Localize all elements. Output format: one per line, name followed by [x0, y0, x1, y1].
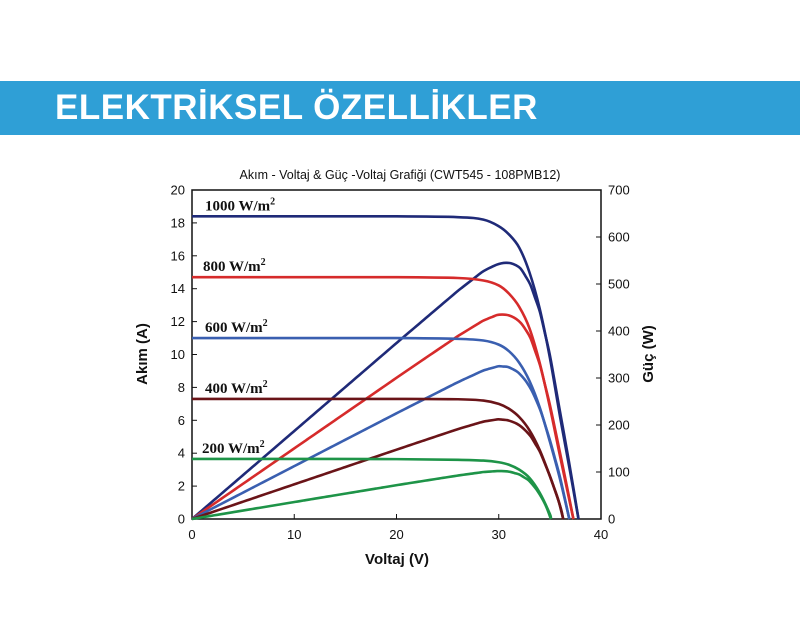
- x-tick-label: 30: [492, 527, 506, 542]
- x-tick-label: 40: [594, 527, 608, 542]
- y-tick-label: 12: [171, 314, 185, 329]
- iv-curve: [191, 336, 571, 520]
- pv-curve: [191, 313, 575, 521]
- irradiance-label-text: 200 W/m: [202, 441, 260, 457]
- y-tick-label: 8: [178, 380, 185, 395]
- y2-tick-label: 300: [608, 371, 630, 386]
- chart-title: Akım - Voltaj & Güç -Voltaj Grafiği (CWT…: [240, 168, 561, 182]
- irradiance-label-sup: 2: [263, 318, 268, 329]
- pv-curve: [191, 364, 571, 521]
- y2-tick-label: 400: [608, 324, 630, 339]
- irradiance-label-sup: 2: [260, 439, 265, 450]
- irradiance-label: 200 W/m2: [202, 439, 265, 457]
- irradiance-label-text: 1000 W/m: [205, 198, 271, 214]
- irradiance-label-text: 400 W/m: [205, 381, 263, 397]
- y-tick-label: 6: [178, 413, 185, 428]
- irradiance-label-text: 600 W/m: [205, 320, 263, 336]
- section-header-banner: ELEKTRİKSEL ÖZELLİKLER: [0, 81, 800, 135]
- y-tick-label: 14: [171, 281, 185, 296]
- y-tick-label: 4: [178, 446, 185, 461]
- y-tick-label: 2: [178, 479, 185, 494]
- y2-axis-title: Güç (W): [640, 325, 657, 383]
- y2-tick-label: 600: [608, 230, 630, 245]
- x-axis-title: Voltaj (V): [365, 551, 429, 568]
- irradiance-label-sup: 2: [270, 196, 275, 207]
- irradiance-label-sup: 2: [263, 379, 268, 390]
- irradiance-label: 800 W/m2: [203, 257, 266, 275]
- x-tick-label: 20: [389, 527, 403, 542]
- y-tick-label: 16: [171, 248, 185, 263]
- irradiance-label-sup: 2: [261, 257, 266, 268]
- y2-tick-label: 700: [608, 183, 630, 198]
- y-tick-label: 18: [171, 215, 185, 230]
- y2-tick-label: 500: [608, 277, 630, 292]
- irradiance-label: 1000 W/m2: [205, 196, 275, 214]
- plot-frame: [191, 189, 602, 520]
- y-tick-label: 0: [178, 512, 185, 527]
- y2-tick-label: 200: [608, 418, 630, 433]
- curves: [191, 214, 580, 521]
- x-tick-label: 0: [188, 527, 195, 542]
- x-tick-label: 10: [287, 527, 301, 542]
- y-tick-label: 10: [171, 347, 185, 362]
- axis-ticks: 0 10 20 30 400246810121416182001002003004005…: [171, 183, 630, 543]
- irradiance-label-text: 800 W/m: [203, 259, 261, 275]
- section-title: ELEKTRİKSEL ÖZELLİKLER: [55, 88, 538, 127]
- irradiance-label: 600 W/m2: [205, 318, 268, 336]
- y-axis-title: Akım (A): [134, 323, 151, 385]
- y2-tick-label: 100: [608, 465, 630, 480]
- pv-curve: [191, 418, 565, 521]
- irradiance-label: 400 W/m2: [205, 379, 268, 397]
- y2-tick-label: 0: [608, 512, 615, 527]
- pv-curve: [191, 261, 580, 520]
- pv-curve: [191, 469, 553, 521]
- y-tick-label: 20: [171, 183, 185, 198]
